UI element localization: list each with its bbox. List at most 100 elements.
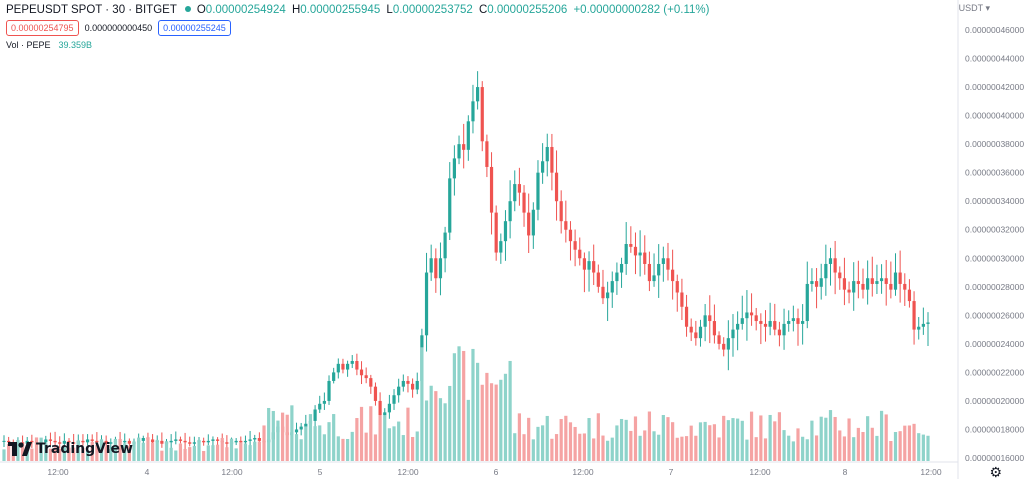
volume-bar [411,436,415,461]
candle-body [62,440,66,444]
candle-body [48,439,53,441]
volume-bar [118,438,122,461]
y-tick-label: 0.000000160000 [965,453,1024,463]
candle-body [587,261,591,270]
candle-body [568,229,573,242]
volume-bar [550,438,554,461]
volume-bar [406,407,410,461]
volume-bar [601,435,605,461]
volume-bar [773,421,777,461]
volume-bar [606,440,610,461]
candle-body [763,323,768,327]
candle-body [397,386,401,396]
candle-body [749,312,754,316]
volume-bar [554,434,559,461]
gear-icon[interactable]: ⚙ [989,464,1002,480]
candle-body [438,258,443,279]
volume-bar [30,448,34,461]
buy-price-button[interactable]: 0.00000255245 [158,20,231,36]
volume-bar [150,442,155,461]
y-tick-label: 0.000000380000 [965,139,1024,149]
candle-body [299,426,303,430]
volume-bar [777,412,782,461]
candle-body [708,315,712,322]
volume-bar [852,437,856,461]
candle-body [373,386,378,401]
volume-bar [81,447,85,461]
volume-label[interactable]: Vol · PEPE [6,40,51,50]
candle-body [629,244,633,247]
candle-body [596,272,600,287]
candle-body [866,278,870,290]
candle-body [494,212,498,253]
x-tick-label: 12:00 [221,467,243,477]
volume-bar [109,449,113,461]
volume-bar [137,437,141,461]
volume-bar [164,441,169,461]
volume-bar [522,434,526,461]
volume-bar [72,447,76,461]
volume-bar [559,419,563,461]
volume-bar [290,405,294,461]
volume-bar [206,445,210,461]
candle-body [243,440,248,443]
candle-body [503,221,508,242]
candle-body [480,87,484,142]
open-key: O [196,4,206,16]
candle-body [592,261,596,273]
candle-body [127,440,131,444]
symbol-title[interactable]: PEPEUSDT SPOT · 30 · BITGET [6,4,177,16]
volume-bar [675,437,679,461]
candle-body [411,383,415,390]
candle-body [304,423,308,427]
candle-body [508,201,512,222]
candle-body [448,178,452,233]
volume-bar [104,447,108,461]
candle-body [578,249,582,259]
volume-bar [39,437,43,461]
sell-price-button[interactable]: 0.00000254795 [6,20,79,36]
close-key: C [478,4,488,16]
currency-selector[interactable]: USDT ▾ [958,3,990,13]
candle-body [192,442,196,444]
volume-bar [257,441,261,461]
candle-body [782,323,786,336]
candle-body [531,209,535,236]
volume-bar [438,398,443,461]
volume-bar [684,436,689,461]
volume-bar [759,415,763,461]
candle-body [791,318,795,322]
volume-bar [155,439,159,461]
candle-body [615,272,619,282]
candle-body [383,412,387,416]
candle-body [471,101,475,122]
y-tick-label: 0.000000200000 [965,396,1024,406]
candle-body [72,442,76,444]
candle-body [717,335,721,344]
candle-body [239,440,243,443]
candle-body [424,272,429,336]
volume-bar [322,434,326,461]
volume-bar [44,443,48,461]
y-tick-label: 0.000000300000 [965,253,1024,263]
volume-bar [234,448,238,461]
candle-body [387,403,391,413]
x-tick-label: 6 [494,467,499,477]
volume-bar [763,438,768,461]
volume-bar [364,432,368,461]
x-tick-label: 12:00 [572,467,594,477]
candle-body [828,258,833,264]
volume-bar [624,419,628,461]
candle-body [879,278,884,282]
candle-body [652,275,656,282]
tradingview-logo[interactable]: TradingView [8,441,133,457]
volume-bar [749,411,754,461]
candle-body [415,380,419,390]
candle-body [336,363,340,373]
candle-body [215,439,220,441]
candle-body [698,326,703,339]
volume-bar [592,438,596,461]
volume-bar [838,430,842,461]
candle-body [206,440,210,443]
